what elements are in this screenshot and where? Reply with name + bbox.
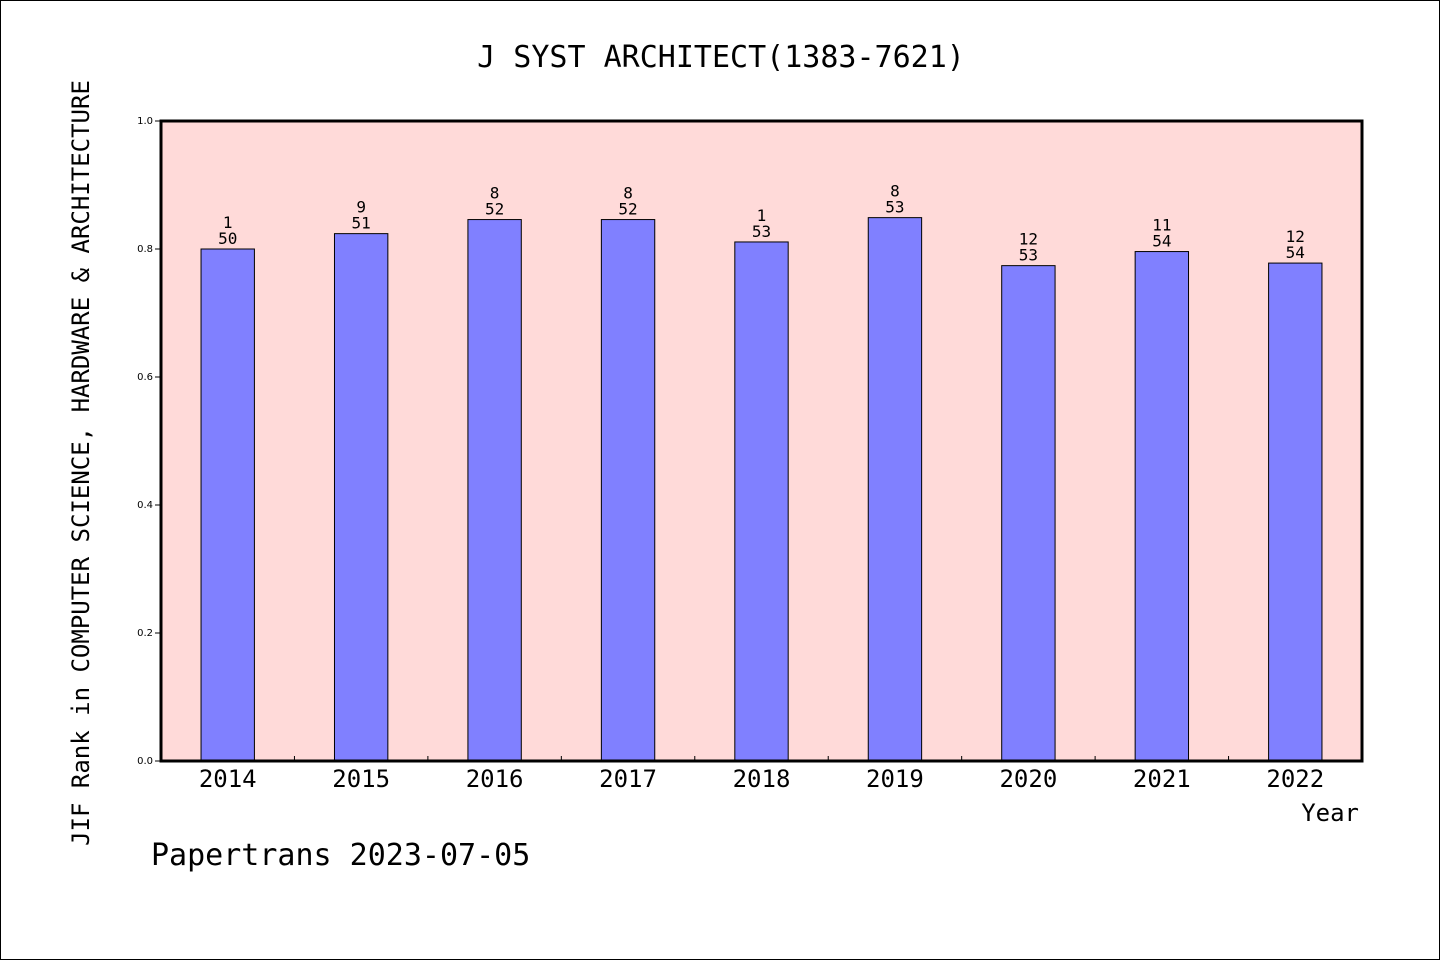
y-axis-label: JIF Rank in COMPUTER SCIENCE, HARDWARE &… [67, 80, 95, 846]
bar-total-label: 52 [485, 200, 504, 219]
y-axis: 0.0 0.2 0.4 0.6 0.8 1.0 [137, 116, 161, 767]
x-axis-label: Year [1301, 799, 1359, 827]
bar-rank-label: 1 [223, 213, 233, 232]
x-tick-label: 2018 [733, 765, 791, 793]
footer-credit: Papertrans 2023-07-05 [151, 838, 530, 873]
bar-total-label: 53 [885, 198, 904, 217]
y-tick-label: 0.0 [137, 756, 153, 767]
x-axis: 2014 2015 2016 2017 2018 2019 2020 2021 2022 [199, 756, 1324, 793]
bar-total-label: 53 [1019, 246, 1038, 265]
x-tick-label: 2019 [866, 765, 924, 793]
bar [200, 248, 255, 762]
y-tick-label: 0.2 [137, 628, 153, 639]
x-tick-label: 2022 [1266, 765, 1324, 793]
x-tick-label: 2015 [332, 765, 390, 793]
x-tick-label: 2017 [599, 765, 657, 793]
y-tick-label: 0.6 [137, 372, 153, 383]
y-tick-label: 1.0 [137, 116, 153, 127]
bar-rank-label: 8 [490, 184, 500, 203]
x-tick-label: 2021 [1133, 765, 1191, 793]
chart-title: J SYST ARCHITECT(1383-7621) [477, 40, 965, 75]
plot-border [159, 119, 1364, 763]
bar [734, 241, 789, 762]
bar [1001, 265, 1056, 762]
bar-rank-label: 12 [1286, 227, 1305, 246]
bar-rank-label: 1 [757, 206, 767, 225]
bar-rank-label: 9 [356, 198, 366, 217]
bar-rank-label: 8 [890, 182, 900, 201]
y-tick-label: 0.8 [137, 244, 153, 255]
bar-total-label: 53 [752, 222, 771, 241]
bar-total-label: 54 [1152, 232, 1171, 251]
bar-rank-label: 12 [1019, 230, 1038, 249]
bar [867, 217, 923, 762]
bar-rank-label: 8 [623, 184, 633, 203]
bar-total-label: 54 [1286, 243, 1305, 262]
bar-total-label: 50 [218, 229, 237, 248]
bar [467, 219, 522, 762]
bar [1134, 251, 1190, 762]
x-tick-label: 2020 [999, 765, 1057, 793]
x-tick-label: 2016 [466, 765, 524, 793]
y-tick-label: 0.4 [137, 500, 153, 511]
bar [333, 233, 389, 762]
bar-total-label: 51 [352, 214, 371, 233]
x-tick-label: 2014 [199, 765, 257, 793]
bar-total-label: 52 [618, 200, 637, 219]
bar [1268, 262, 1323, 762]
bar [600, 219, 656, 762]
bar-rank-label: 11 [1152, 216, 1171, 235]
